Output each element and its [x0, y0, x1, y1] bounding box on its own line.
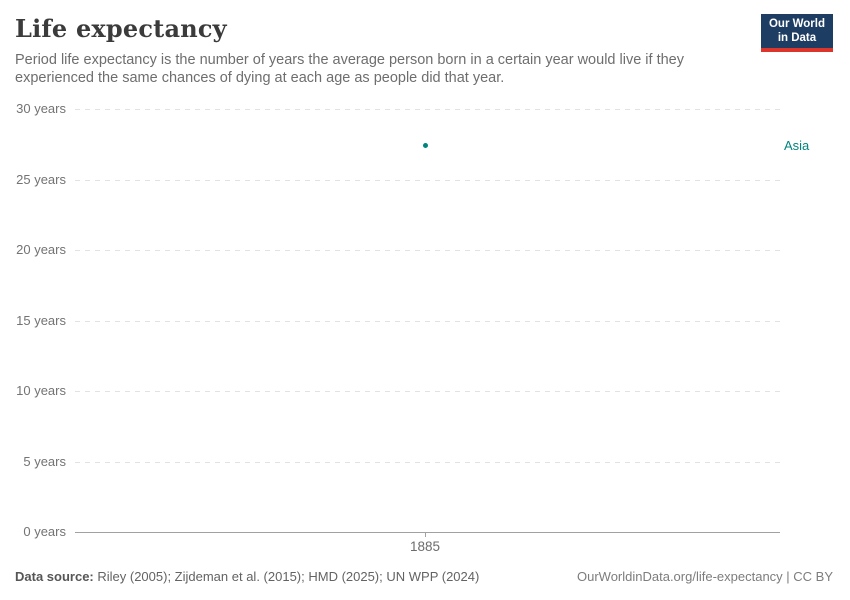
y-axis-label: 30 years — [16, 101, 66, 116]
gridline — [75, 320, 780, 322]
owid-logo-line2: in Data — [777, 31, 817, 44]
x-axis-tick — [425, 532, 426, 537]
x-axis-line — [75, 532, 780, 533]
gridline — [75, 109, 780, 110]
x-axis-label: 1885 — [409, 539, 441, 554]
gridline — [75, 461, 780, 463]
data-source-label: Data source: — [15, 569, 94, 584]
data-point-asia[interactable] — [423, 143, 428, 149]
gridline — [75, 250, 780, 251]
gridline — [75, 179, 780, 181]
chart-title: Life expectancy — [15, 14, 227, 43]
legend-label-asia[interactable]: Asia — [784, 137, 810, 153]
data-source-note: Data source: Riley (2005); Zijdeman et a… — [15, 569, 479, 584]
y-axis-label: 5 years — [23, 453, 66, 469]
owid-logo-line1: Our World — [768, 18, 825, 30]
owid-logo[interactable]: Our World in Data — [760, 14, 833, 52]
y-axis-label: 0 years — [23, 524, 66, 539]
y-axis-label: 10 years — [16, 383, 66, 398]
credit-link[interactable]: OurWorldinData.org/life-expectancy | CC … — [576, 569, 833, 584]
y-axis-label: 25 years — [16, 171, 66, 187]
chart-subtitle: Period life expectancy is the number of … — [15, 52, 684, 86]
y-axis-label: 20 years — [16, 242, 66, 257]
y-axis-label: 15 years — [16, 312, 66, 328]
chart-footer: Data source: Riley (2005); Zijdeman et a… — [15, 569, 833, 584]
gridline — [75, 391, 780, 392]
data-source-text: Riley (2005); Zijdeman et al. (2015); HM… — [93, 569, 480, 584]
